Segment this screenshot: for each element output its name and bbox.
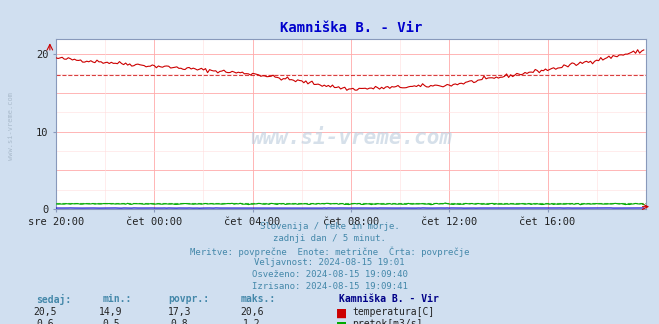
Text: povpr.:: povpr.:	[168, 294, 209, 304]
Text: Osveženo: 2024-08-15 19:09:40: Osveženo: 2024-08-15 19:09:40	[252, 270, 407, 279]
Text: 1,2: 1,2	[243, 319, 260, 324]
Title: Kamniška B. - Vir: Kamniška B. - Vir	[279, 21, 422, 35]
Text: 0,5: 0,5	[102, 319, 119, 324]
Text: Kamniška B. - Vir: Kamniška B. - Vir	[339, 294, 440, 304]
Text: www.si-vreme.com: www.si-vreme.com	[250, 128, 452, 147]
Text: 20,5: 20,5	[33, 307, 57, 317]
Text: sedaj:: sedaj:	[36, 294, 71, 305]
Text: 14,9: 14,9	[99, 307, 123, 317]
Text: Slovenija / reke in morje.: Slovenija / reke in morje.	[260, 222, 399, 231]
Text: pretok[m3/s]: pretok[m3/s]	[353, 319, 423, 324]
Text: 0,6: 0,6	[36, 319, 53, 324]
Text: temperatura[C]: temperatura[C]	[353, 307, 435, 317]
Text: Meritve: povprečne  Enote: metrične  Črta: povprečje: Meritve: povprečne Enote: metrične Črta:…	[190, 246, 469, 257]
Text: min.:: min.:	[102, 294, 132, 304]
Text: 17,3: 17,3	[167, 307, 191, 317]
Text: www.si-vreme.com: www.si-vreme.com	[8, 92, 14, 160]
Text: Izrisano: 2024-08-15 19:09:41: Izrisano: 2024-08-15 19:09:41	[252, 282, 407, 291]
Text: ■: ■	[336, 319, 347, 324]
Text: maks.:: maks.:	[241, 294, 275, 304]
Text: 20,6: 20,6	[240, 307, 264, 317]
Text: Veljavnost: 2024-08-15 19:01: Veljavnost: 2024-08-15 19:01	[254, 258, 405, 267]
Text: zadnji dan / 5 minut.: zadnji dan / 5 minut.	[273, 234, 386, 243]
Text: ■: ■	[336, 307, 347, 320]
Text: 0,8: 0,8	[171, 319, 188, 324]
